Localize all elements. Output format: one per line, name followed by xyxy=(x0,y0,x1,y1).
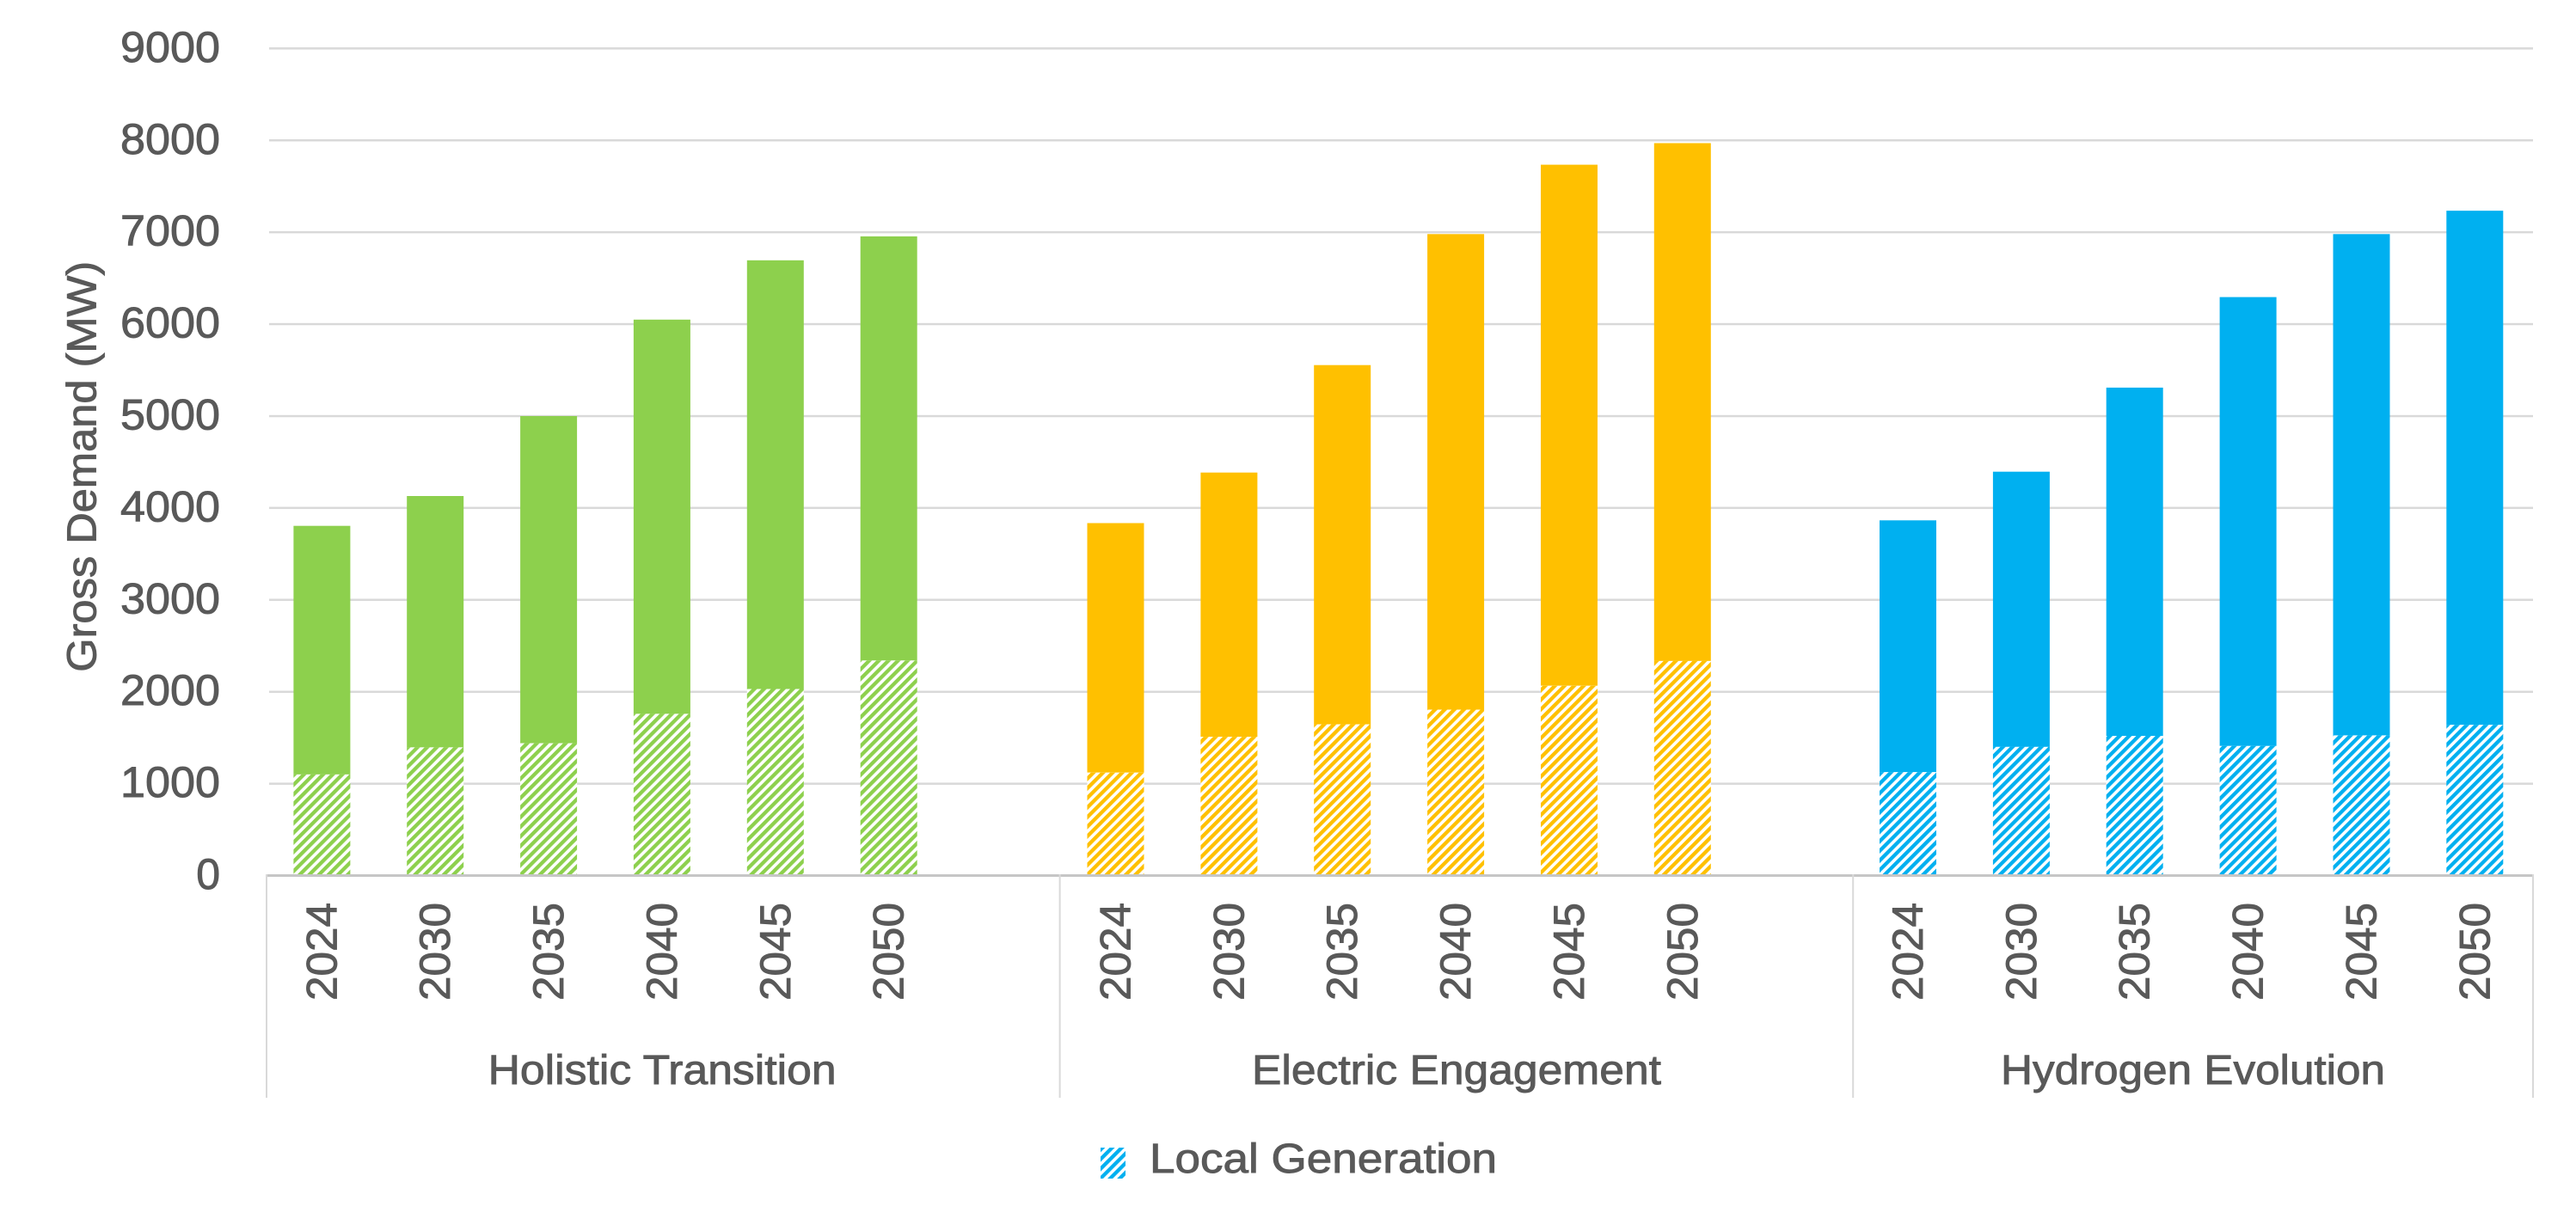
svg-text:Local Generation: Local Generation xyxy=(1150,1136,1497,1182)
svg-text:0: 0 xyxy=(196,850,220,898)
svg-text:2050: 2050 xyxy=(865,903,913,1001)
svg-text:2035: 2035 xyxy=(1318,903,1366,1001)
svg-text:2045: 2045 xyxy=(751,903,800,1001)
svg-text:9000: 9000 xyxy=(120,23,220,71)
svg-text:6000: 6000 xyxy=(120,299,220,347)
svg-text:5000: 5000 xyxy=(120,391,220,439)
svg-text:1000: 1000 xyxy=(120,758,220,806)
svg-text:2024: 2024 xyxy=(1092,903,1140,1001)
svg-text:2024: 2024 xyxy=(1884,903,1932,1001)
svg-text:2000: 2000 xyxy=(120,666,220,714)
svg-text:2024: 2024 xyxy=(297,903,346,1001)
svg-text:7000: 7000 xyxy=(120,207,220,255)
svg-text:2040: 2040 xyxy=(1432,903,1480,1001)
svg-text:3000: 3000 xyxy=(120,574,220,622)
svg-text:2045: 2045 xyxy=(2338,903,2386,1001)
svg-text:2030: 2030 xyxy=(1205,903,1253,1001)
svg-text:2050: 2050 xyxy=(1659,903,1707,1001)
svg-text:4000: 4000 xyxy=(120,482,220,530)
svg-text:2040: 2040 xyxy=(638,903,686,1001)
svg-text:2050: 2050 xyxy=(2450,903,2499,1001)
svg-text:8000: 8000 xyxy=(120,115,220,163)
svg-text:2040: 2040 xyxy=(2224,903,2272,1001)
svg-text:Holistic Transition: Holistic Transition xyxy=(488,1048,837,1093)
svg-text:Electric Engagement: Electric Engagement xyxy=(1252,1048,1661,1093)
svg-text:2030: 2030 xyxy=(1997,903,2045,1001)
svg-text:2035: 2035 xyxy=(2111,903,2159,1001)
svg-text:Hydrogen Evolution: Hydrogen Evolution xyxy=(2001,1048,2385,1093)
svg-text:Gross Demand (MW): Gross Demand (MW) xyxy=(60,261,106,672)
svg-text:2030: 2030 xyxy=(411,903,459,1001)
svg-text:2035: 2035 xyxy=(524,903,573,1001)
svg-text:2045: 2045 xyxy=(1545,903,1593,1001)
